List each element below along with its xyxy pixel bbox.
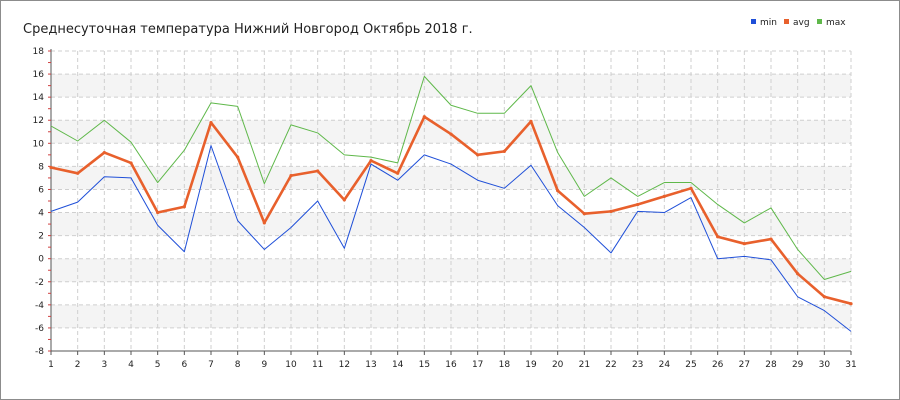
x-tick-label: 6 [181, 360, 187, 370]
x-tick-label: 10 [285, 360, 297, 370]
data-point-avg [556, 189, 560, 193]
x-tick-label: 3 [101, 360, 107, 370]
x-tick-label: 8 [235, 360, 241, 370]
x-tick-label: 9 [261, 360, 267, 370]
x-tick-label: 23 [632, 360, 643, 370]
x-tick-label: 31 [845, 360, 856, 370]
legend-swatch-min [751, 19, 756, 24]
x-tick-label: 1 [48, 360, 54, 370]
y-tick-label: 6 [38, 185, 44, 195]
x-tick-label: 22 [605, 360, 616, 370]
data-point-avg [529, 119, 533, 123]
chart-title: Среднесуточная температура Нижний Новгор… [23, 22, 473, 37]
x-tick-label: 25 [685, 360, 696, 370]
series-line-max [50, 75, 852, 280]
x-tick-label: 18 [499, 360, 511, 370]
x-tick-label: 16 [445, 360, 457, 370]
y-tick-label: -8 [35, 347, 44, 357]
data-point-avg [156, 210, 160, 215]
x-tick-label: 27 [739, 360, 750, 370]
y-tick-label: 10 [33, 139, 45, 149]
data-point-avg [502, 149, 506, 153]
data-point-avg [369, 159, 373, 163]
series-line-min [50, 145, 852, 332]
data-point-avg [716, 235, 720, 239]
data-point-avg [636, 202, 640, 207]
data-point-avg [76, 171, 80, 175]
y-tick-label: 8 [38, 162, 44, 172]
x-tick-label: 24 [659, 360, 671, 370]
x-tick-label: 5 [155, 360, 161, 370]
background-band [51, 74, 851, 98]
data-point-avg [342, 198, 346, 202]
legend-label-max: max [826, 18, 846, 28]
x-tick-label: 7 [208, 360, 214, 370]
data-point-avg [316, 169, 320, 173]
x-tick-label: 13 [365, 360, 376, 370]
x-tick-label: 17 [472, 360, 483, 370]
x-tick-label: 30 [819, 360, 831, 370]
data-point-avg [422, 115, 426, 119]
x-tick-label: 19 [525, 360, 537, 370]
y-tick-label: -2 [35, 278, 44, 288]
data-point-avg [796, 272, 800, 276]
y-tick-label: 14 [33, 93, 45, 103]
data-point-avg [129, 161, 133, 165]
data-point-avg [236, 155, 240, 159]
data-point-avg [742, 242, 746, 246]
x-tick-label: 28 [765, 360, 777, 370]
x-tick-label: 15 [419, 360, 430, 370]
legend-swatch-avg [784, 19, 789, 24]
axes [48, 49, 852, 355]
data-point-avg [769, 237, 773, 241]
data-point-avg [102, 150, 106, 155]
data-point-avg [49, 165, 53, 170]
data-point-avg [262, 221, 266, 225]
data-series [49, 75, 853, 332]
y-tick-label: 12 [33, 116, 44, 126]
data-point-avg [476, 153, 480, 157]
x-tick-label: 12 [339, 360, 350, 370]
x-tick-label: 14 [392, 360, 404, 370]
x-tick-label: 2 [75, 360, 81, 370]
y-tick-label: 4 [38, 209, 44, 219]
legend-label-min: min [760, 18, 777, 28]
data-point-avg [609, 209, 613, 213]
x-tick-label: 29 [792, 360, 804, 370]
data-point-avg [662, 194, 666, 198]
legend-swatch-max [817, 19, 822, 24]
background-band [51, 212, 851, 236]
y-tick-label: 2 [38, 232, 44, 242]
y-tick-label: 18 [33, 47, 45, 57]
y-tick-label: -6 [35, 324, 44, 334]
data-point-avg [849, 302, 853, 306]
background-band [51, 304, 851, 328]
data-point-avg [209, 120, 213, 125]
x-tick-label: 21 [579, 360, 590, 370]
legend: min avg max [751, 18, 846, 28]
x-tick-label: 4 [128, 360, 134, 370]
data-point-avg [396, 171, 400, 175]
x-tick-label: 11 [312, 360, 323, 370]
y-tick-label: 0 [38, 255, 44, 265]
y-tick-label: 16 [33, 70, 45, 80]
data-point-avg [689, 186, 693, 190]
data-point-avg [289, 174, 293, 178]
data-point-avg [582, 212, 586, 216]
x-tick-label: 26 [712, 360, 724, 370]
data-point-avg [182, 205, 186, 209]
x-tick-label: 20 [552, 360, 564, 370]
y-tick-label: -4 [35, 301, 44, 311]
data-point-avg [822, 295, 826, 299]
legend-label-avg: avg [793, 18, 810, 28]
data-point-avg [449, 132, 453, 136]
